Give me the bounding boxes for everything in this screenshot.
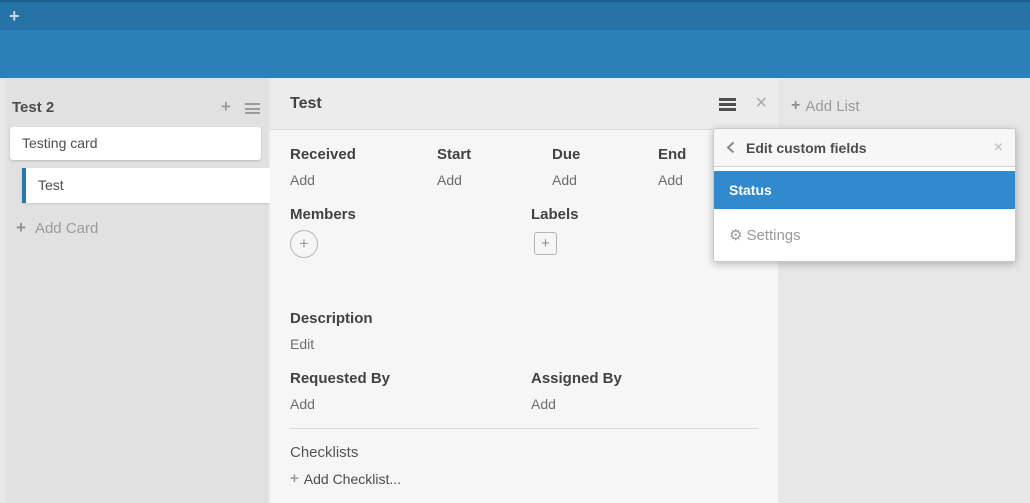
custom-field-item-status[interactable]: Status xyxy=(714,171,1015,209)
custom-field-label: Status xyxy=(729,182,772,198)
card-detail-header: Test × xyxy=(270,78,778,130)
plus-icon: + xyxy=(290,470,299,487)
popup-settings-item[interactable]: ⚙ Settings xyxy=(714,209,1015,261)
members-label: Members xyxy=(290,206,356,223)
received-add-link[interactable]: Add xyxy=(290,172,315,188)
add-member-button[interactable]: + xyxy=(290,230,318,258)
add-checklist-button[interactable]: + Add Checklist... xyxy=(290,470,401,487)
edit-custom-fields-popup: Edit custom fields × Status ⚙ Settings xyxy=(713,128,1016,262)
add-checklist-label: Add Checklist... xyxy=(303,470,402,487)
popup-header: Edit custom fields × xyxy=(714,129,1015,167)
plus-icon: + xyxy=(299,234,309,253)
due-add-link[interactable]: Add xyxy=(552,172,577,188)
card-title: Test xyxy=(38,177,64,193)
end-label: End xyxy=(658,146,687,163)
add-list-button[interactable]: + Add List xyxy=(791,97,860,115)
list-add-card-icon[interactable]: + xyxy=(221,97,231,116)
top-navbar: + xyxy=(0,0,1030,30)
start-add-link[interactable]: Add xyxy=(437,172,462,188)
popup-title: Edit custom fields xyxy=(746,139,867,156)
card-title: Testing card xyxy=(22,135,98,151)
requested-by-label: Requested By xyxy=(290,370,391,387)
section-divider xyxy=(290,428,758,429)
received-label: Received xyxy=(290,146,356,163)
card-detail-panel: Test × Received Add Start Add Due Add En… xyxy=(270,78,778,503)
assigned-by-label: Assigned By xyxy=(531,370,622,387)
plus-icon: + xyxy=(16,218,26,237)
description-label: Description xyxy=(290,310,373,327)
checklists-label: Checklists xyxy=(290,444,359,461)
requested-by-add-link[interactable]: Add xyxy=(290,396,315,412)
card-test-selected[interactable]: Test xyxy=(22,168,270,203)
settings-label: Settings xyxy=(746,226,801,244)
card-testing-card[interactable]: Testing card xyxy=(10,127,261,160)
popup-close-icon[interactable]: × xyxy=(993,138,1003,156)
popup-spacer xyxy=(714,167,1015,171)
add-list-label: Add List xyxy=(805,97,860,115)
card-detail-title[interactable]: Test xyxy=(290,95,322,112)
add-board-icon[interactable]: + xyxy=(9,6,20,26)
list-menu-icon[interactable] xyxy=(245,103,260,114)
gear-icon: ⚙ xyxy=(729,227,743,244)
plus-icon: + xyxy=(541,235,550,252)
list-title: Test 2 xyxy=(12,99,55,116)
card-menu-icon[interactable] xyxy=(719,98,736,111)
board-header-bar xyxy=(0,30,1030,78)
description-edit-link[interactable]: Edit xyxy=(290,336,315,352)
plus-icon: + xyxy=(791,97,801,114)
back-chevron-icon[interactable] xyxy=(726,141,735,154)
card-close-icon[interactable]: × xyxy=(755,92,767,114)
due-label: Due xyxy=(552,146,581,163)
add-label-button[interactable]: + xyxy=(534,232,557,255)
add-card-button[interactable]: + Add Card xyxy=(16,218,98,238)
start-label: Start xyxy=(437,146,472,163)
end-add-link[interactable]: Add xyxy=(658,172,683,188)
labels-label: Labels xyxy=(531,206,579,223)
add-card-label: Add Card xyxy=(34,219,99,237)
assigned-by-add-link[interactable]: Add xyxy=(531,396,556,412)
